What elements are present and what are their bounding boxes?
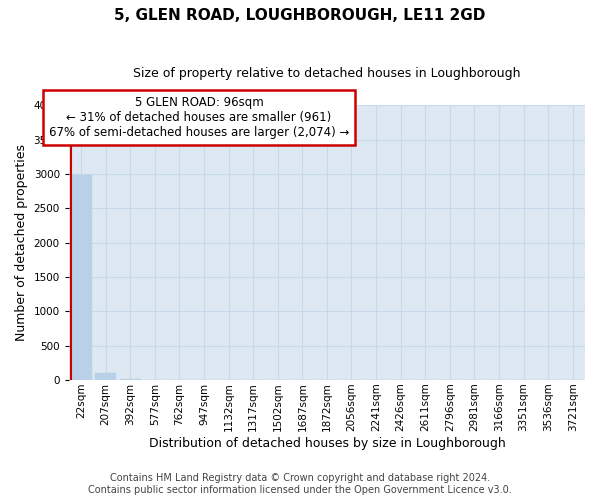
Text: 5 GLEN ROAD: 96sqm
← 31% of detached houses are smaller (961)
67% of semi-detach: 5 GLEN ROAD: 96sqm ← 31% of detached hou…	[49, 96, 349, 139]
Bar	[71, 176, 92, 380]
Text: Contains HM Land Registry data © Crown copyright and database right 2024.
Contai: Contains HM Land Registry data © Crown c…	[88, 474, 512, 495]
Title: Size of property relative to detached houses in Loughborough: Size of property relative to detached ho…	[133, 68, 521, 80]
Bar	[95, 372, 116, 380]
X-axis label: Distribution of detached houses by size in Loughborough: Distribution of detached houses by size …	[149, 437, 505, 450]
Y-axis label: Number of detached properties: Number of detached properties	[15, 144, 28, 341]
Text: 5, GLEN ROAD, LOUGHBOROUGH, LE11 2GD: 5, GLEN ROAD, LOUGHBOROUGH, LE11 2GD	[115, 8, 485, 22]
